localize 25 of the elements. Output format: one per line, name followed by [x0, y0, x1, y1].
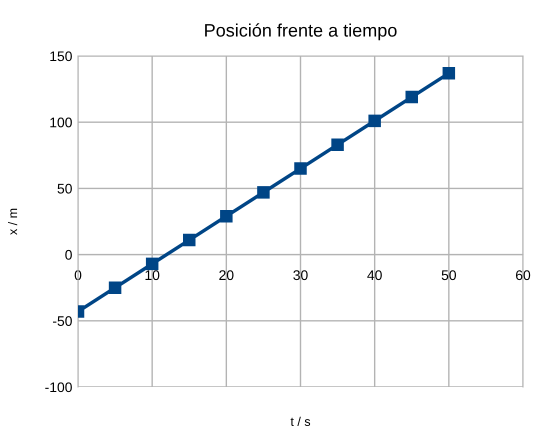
point: [220, 210, 233, 222]
y-tick-label: 150: [50, 51, 72, 62]
y-tick-label: 0: [65, 250, 72, 260]
y-tick-label: -50: [52, 316, 72, 326]
y-tick-label: 100: [50, 118, 72, 128]
y-tick-label: -100: [45, 382, 72, 392]
y-axis-title: x / m: [8, 208, 18, 235]
x-tick-label: 60: [516, 270, 530, 280]
x-tick-label: 20: [219, 270, 234, 280]
point: [406, 90, 418, 104]
point: [331, 138, 344, 151]
point: [146, 258, 158, 270]
x-axis-title: t / s: [290, 416, 310, 426]
x-tick-label: 40: [367, 270, 382, 280]
x-tick-label: 10: [146, 270, 160, 280]
point: [294, 162, 307, 175]
chart-title: Posición frente a tiempo: [205, 23, 397, 40]
point: [368, 114, 381, 128]
x-tick-label: 30: [293, 270, 308, 280]
x-tick-label: 50: [442, 270, 456, 280]
point: [257, 186, 270, 199]
y-tick-label: 50: [58, 184, 72, 194]
point: [183, 234, 196, 246]
point: [442, 66, 456, 80]
point: [108, 281, 122, 294]
